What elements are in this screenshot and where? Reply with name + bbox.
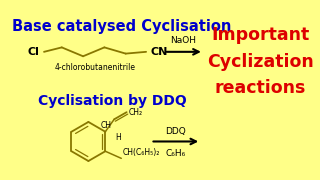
Text: Base catalysed Cyclisation: Base catalysed Cyclisation bbox=[12, 19, 231, 34]
Text: C₆H₆: C₆H₆ bbox=[165, 148, 186, 158]
Text: H: H bbox=[115, 134, 121, 143]
Text: NaOH: NaOH bbox=[170, 36, 196, 45]
Text: Cl: Cl bbox=[28, 47, 40, 57]
Text: CH(C₆H₅)₂: CH(C₆H₅)₂ bbox=[123, 148, 160, 157]
Text: Cyclisation by DDQ: Cyclisation by DDQ bbox=[38, 94, 187, 108]
Text: CH: CH bbox=[100, 121, 112, 130]
Text: DDQ: DDQ bbox=[165, 127, 186, 136]
Text: CH₂: CH₂ bbox=[128, 108, 142, 117]
Text: reactions: reactions bbox=[215, 79, 306, 97]
Text: 4-chlorobutanenitrile: 4-chlorobutanenitrile bbox=[55, 63, 136, 72]
Text: Important: Important bbox=[212, 26, 310, 44]
Text: CN: CN bbox=[150, 47, 168, 57]
Text: Cyclization: Cyclization bbox=[207, 53, 314, 71]
